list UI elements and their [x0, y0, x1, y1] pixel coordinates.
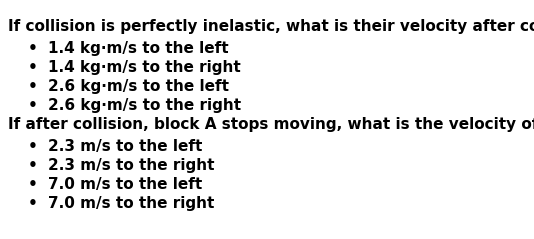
Text: 1.4 kg·m/s to the right: 1.4 kg·m/s to the right — [48, 60, 241, 75]
Text: •: • — [28, 196, 38, 211]
Text: If after collision, block A stops moving, what is the velocity of block B?: If after collision, block A stops moving… — [8, 117, 534, 132]
Text: 2.6 kg·m/s to the left: 2.6 kg·m/s to the left — [48, 79, 229, 94]
Text: 2.3 m/s to the left: 2.3 m/s to the left — [48, 139, 202, 154]
Text: 1.4 kg·m/s to the left: 1.4 kg·m/s to the left — [48, 41, 229, 56]
Text: 7.0 m/s to the right: 7.0 m/s to the right — [48, 196, 214, 211]
Text: •: • — [28, 177, 38, 192]
Text: •: • — [28, 98, 38, 113]
Text: 7.0 m/s to the left: 7.0 m/s to the left — [48, 177, 202, 192]
Text: 2.6 kg·m/s to the right: 2.6 kg·m/s to the right — [48, 98, 241, 113]
Text: •: • — [28, 41, 38, 56]
Text: •: • — [28, 139, 38, 154]
Text: •: • — [28, 79, 38, 94]
Text: •: • — [28, 60, 38, 75]
Text: •: • — [28, 158, 38, 173]
Text: If collision is perfectly inelastic, what is their velocity after collision?: If collision is perfectly inelastic, wha… — [8, 19, 534, 34]
Text: 2.3 m/s to the right: 2.3 m/s to the right — [48, 158, 215, 173]
